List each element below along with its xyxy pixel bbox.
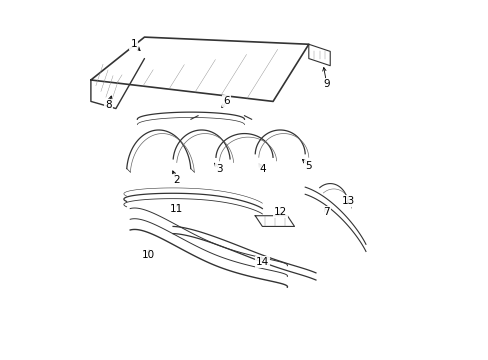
Text: 8: 8	[105, 100, 112, 110]
Text: 14: 14	[255, 257, 268, 267]
Text: 4: 4	[259, 164, 265, 174]
Text: 5: 5	[305, 161, 311, 171]
Text: 12: 12	[273, 207, 286, 217]
Text: 11: 11	[170, 203, 183, 213]
Text: 3: 3	[216, 164, 223, 174]
Text: 1: 1	[130, 39, 137, 49]
Text: 13: 13	[341, 197, 354, 206]
Text: 10: 10	[141, 250, 154, 260]
Text: 6: 6	[223, 96, 229, 107]
Text: 9: 9	[323, 78, 329, 89]
Text: 7: 7	[323, 207, 329, 217]
Text: 2: 2	[173, 175, 180, 185]
